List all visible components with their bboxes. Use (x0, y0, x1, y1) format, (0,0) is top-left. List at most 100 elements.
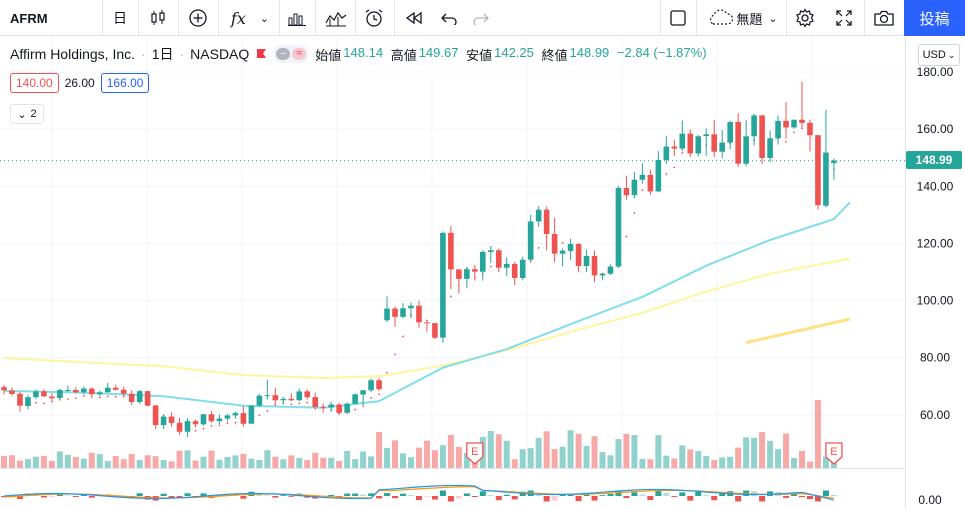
redo-button[interactable] (466, 0, 496, 36)
high-value: 149.67 (418, 44, 459, 60)
dotted-ma-point (793, 131, 795, 134)
candle-body (336, 404, 342, 413)
candle-body (719, 142, 725, 152)
candle-body (623, 188, 630, 196)
price-tick-label: 60.00 (920, 408, 950, 422)
oscillator-bar (703, 495, 710, 496)
dotted-ma-point (362, 405, 364, 407)
close-label: 終値 (541, 47, 568, 63)
dotted-ma-point (370, 396, 372, 399)
oscillator-bar (400, 493, 406, 496)
dotted-ma-point (394, 353, 396, 356)
indicator-template-icon (325, 11, 347, 27)
volume-bar (639, 458, 646, 468)
candle-body (615, 188, 622, 267)
oscillator-bar (830, 494, 837, 496)
candle-body (65, 390, 71, 391)
volume-bar (759, 432, 766, 468)
candle-body (224, 415, 231, 419)
indicator-input-blue[interactable]: 166.00 (100, 73, 150, 93)
dotted-ma-point (218, 424, 221, 427)
candle-body (160, 416, 167, 426)
volume-bar (304, 460, 311, 468)
candle-body (104, 387, 111, 393)
candle-body (727, 122, 733, 143)
volume-bar (695, 451, 702, 468)
volume-bar (503, 440, 510, 468)
indicators-button[interactable]: fx ⌄ (222, 0, 278, 36)
candle-body (49, 396, 55, 399)
settings-button[interactable] (790, 0, 820, 36)
volume-bar (120, 459, 127, 468)
candle-body (679, 133, 686, 149)
oscillator-bar (814, 496, 821, 502)
interval-button[interactable]: 日 (104, 0, 136, 36)
candle-body (647, 174, 654, 192)
volume-bar (455, 446, 462, 468)
templates-button[interactable] (320, 0, 352, 36)
snapshot-button[interactable] (868, 0, 900, 36)
close-value: 148.99 (569, 44, 610, 60)
price-tick-label: 120.00 (917, 236, 954, 250)
volume-bar (415, 447, 422, 468)
oscillator-bar (376, 496, 383, 499)
symbol-search-button[interactable]: AFRM (4, 0, 70, 36)
redo-icon (473, 13, 489, 25)
candle-body (464, 269, 470, 279)
earnings-marker-icon: E (466, 442, 484, 465)
candle-body (424, 322, 430, 324)
interval-label: 日 (113, 10, 127, 26)
collapse-indicators-button[interactable]: ⌄ 2 (10, 104, 44, 124)
chart-pane[interactable]: 180.00 160.00 140.00 120.00 100.00 80.00 60.00… (0, 36, 965, 508)
oscillator-bar (511, 496, 518, 500)
dotted-ma-point (90, 396, 93, 398)
candle-body (304, 391, 311, 398)
publish-button[interactable]: 投稿 (904, 0, 965, 36)
candle-body (88, 388, 95, 395)
financials-button[interactable] (282, 0, 312, 36)
layout-menu-button[interactable]: 無題 ⌄ (700, 0, 784, 36)
oscillator-bar (543, 496, 550, 502)
candle-body (288, 398, 295, 401)
undo-button[interactable] (434, 0, 464, 36)
volume-bar (104, 461, 111, 468)
replay-button[interactable] (398, 0, 430, 36)
volume-bar (559, 446, 566, 468)
dotted-ma-point (378, 393, 380, 396)
oscillator-bar (200, 493, 207, 496)
volume-bar (336, 461, 343, 468)
candle-body (823, 152, 829, 206)
symbol-legend: Affirm Holdings, Inc. · 1日 · NASDAQ – ≈ … (10, 44, 707, 64)
candle-body (200, 414, 207, 425)
chevron-down-icon: ⌄ (259, 12, 270, 25)
oscillator-bar (48, 496, 55, 497)
dotted-ma-point (785, 140, 787, 143)
fullscreen-button[interactable] (828, 0, 860, 36)
candle-body (264, 395, 271, 397)
market-status-pill[interactable]: – ≈ (273, 45, 310, 63)
dotted-ma-point (633, 212, 636, 214)
chevron-down-icon: ⌄ (947, 49, 956, 60)
cloud-icon (710, 9, 734, 25)
chart-type-button[interactable] (142, 0, 174, 36)
candle-body (599, 273, 606, 276)
currency-selector[interactable]: USD ⌄ (918, 44, 960, 66)
candle-body (432, 323, 438, 338)
candle-body (535, 209, 542, 222)
ohlc-values: 始値 148.14 高値 149.67 安値 142.25 終値 148.99 −2.8… (315, 45, 706, 64)
alert-button[interactable] (358, 0, 390, 36)
dotted-ma-point (258, 414, 261, 417)
volume-bar (216, 459, 223, 468)
oscillator-bar (264, 495, 271, 496)
currency-label: USD (922, 49, 946, 61)
dotted-ma-point (426, 319, 428, 322)
oscillator-bar (647, 496, 654, 500)
indicator-input-red[interactable]: 140.00 (10, 73, 59, 93)
compare-button[interactable] (182, 0, 214, 36)
candle-body (472, 269, 478, 272)
flag-icon[interactable] (255, 48, 267, 60)
fullscreen-layout-button[interactable] (664, 0, 692, 36)
oscillator-bar (607, 494, 614, 496)
price-tick-label: 160.00 (917, 122, 954, 136)
volume-bar (647, 459, 654, 468)
